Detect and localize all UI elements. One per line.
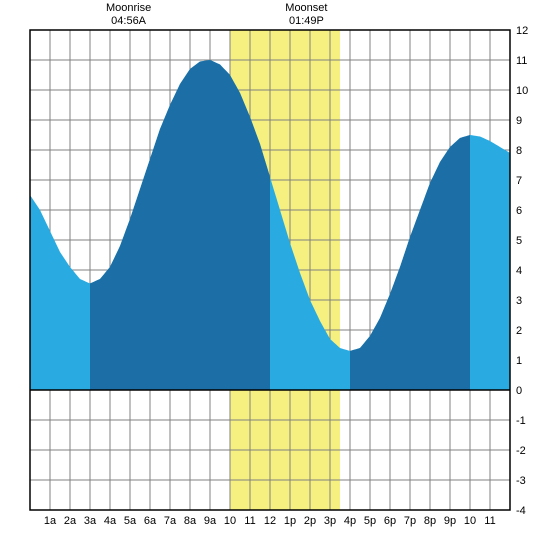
svg-text:4p: 4p: [344, 515, 356, 527]
svg-text:7p: 7p: [404, 515, 416, 527]
svg-text:4: 4: [516, 265, 522, 277]
svg-text:1a: 1a: [44, 515, 57, 527]
svg-text:-3: -3: [516, 475, 526, 487]
svg-text:11: 11: [516, 55, 527, 67]
tide-chart: 1a2a3a4a5a6a7a8a9a1011121p2p3p4p5p6p7p8p…: [0, 0, 550, 550]
svg-text:9: 9: [516, 115, 522, 127]
svg-text:8: 8: [516, 145, 522, 157]
svg-text:0: 0: [516, 385, 522, 397]
svg-text:5p: 5p: [364, 515, 376, 527]
svg-text:10: 10: [516, 85, 528, 97]
svg-text:3: 3: [516, 295, 522, 307]
svg-text:1: 1: [516, 355, 522, 367]
svg-text:-4: -4: [516, 505, 526, 517]
svg-text:6: 6: [516, 205, 522, 217]
svg-text:11: 11: [244, 515, 255, 527]
svg-text:-1: -1: [516, 415, 526, 427]
svg-text:10: 10: [224, 515, 236, 527]
moonrise-time: 04:56A: [89, 15, 169, 28]
chart-svg: 1a2a3a4a5a6a7a8a9a1011121p2p3p4p5p6p7p8p…: [0, 0, 550, 550]
svg-text:2a: 2a: [64, 515, 77, 527]
svg-text:10: 10: [464, 515, 476, 527]
svg-text:8p: 8p: [424, 515, 436, 527]
moonrise-annotation: Moonrise 04:56A: [89, 2, 169, 28]
moonset-time: 01:49P: [266, 15, 346, 28]
svg-text:12: 12: [516, 25, 528, 37]
svg-text:7: 7: [516, 175, 522, 187]
svg-text:11: 11: [484, 515, 495, 527]
svg-text:9p: 9p: [444, 515, 456, 527]
moonset-annotation: Moonset 01:49P: [266, 2, 346, 28]
svg-text:5a: 5a: [124, 515, 137, 527]
moonrise-title: Moonrise: [89, 2, 169, 15]
svg-text:2: 2: [516, 325, 522, 337]
svg-text:4a: 4a: [104, 515, 117, 527]
svg-text:6a: 6a: [144, 515, 157, 527]
svg-text:-2: -2: [516, 445, 526, 457]
svg-text:9a: 9a: [204, 515, 217, 527]
svg-text:3p: 3p: [324, 515, 336, 527]
svg-text:8a: 8a: [184, 515, 197, 527]
svg-text:7a: 7a: [164, 515, 177, 527]
svg-text:2p: 2p: [304, 515, 316, 527]
svg-text:6p: 6p: [384, 515, 396, 527]
svg-text:3a: 3a: [84, 515, 97, 527]
svg-text:5: 5: [516, 235, 522, 247]
moonset-title: Moonset: [266, 2, 346, 15]
svg-text:12: 12: [264, 515, 276, 527]
svg-text:1p: 1p: [284, 515, 296, 527]
